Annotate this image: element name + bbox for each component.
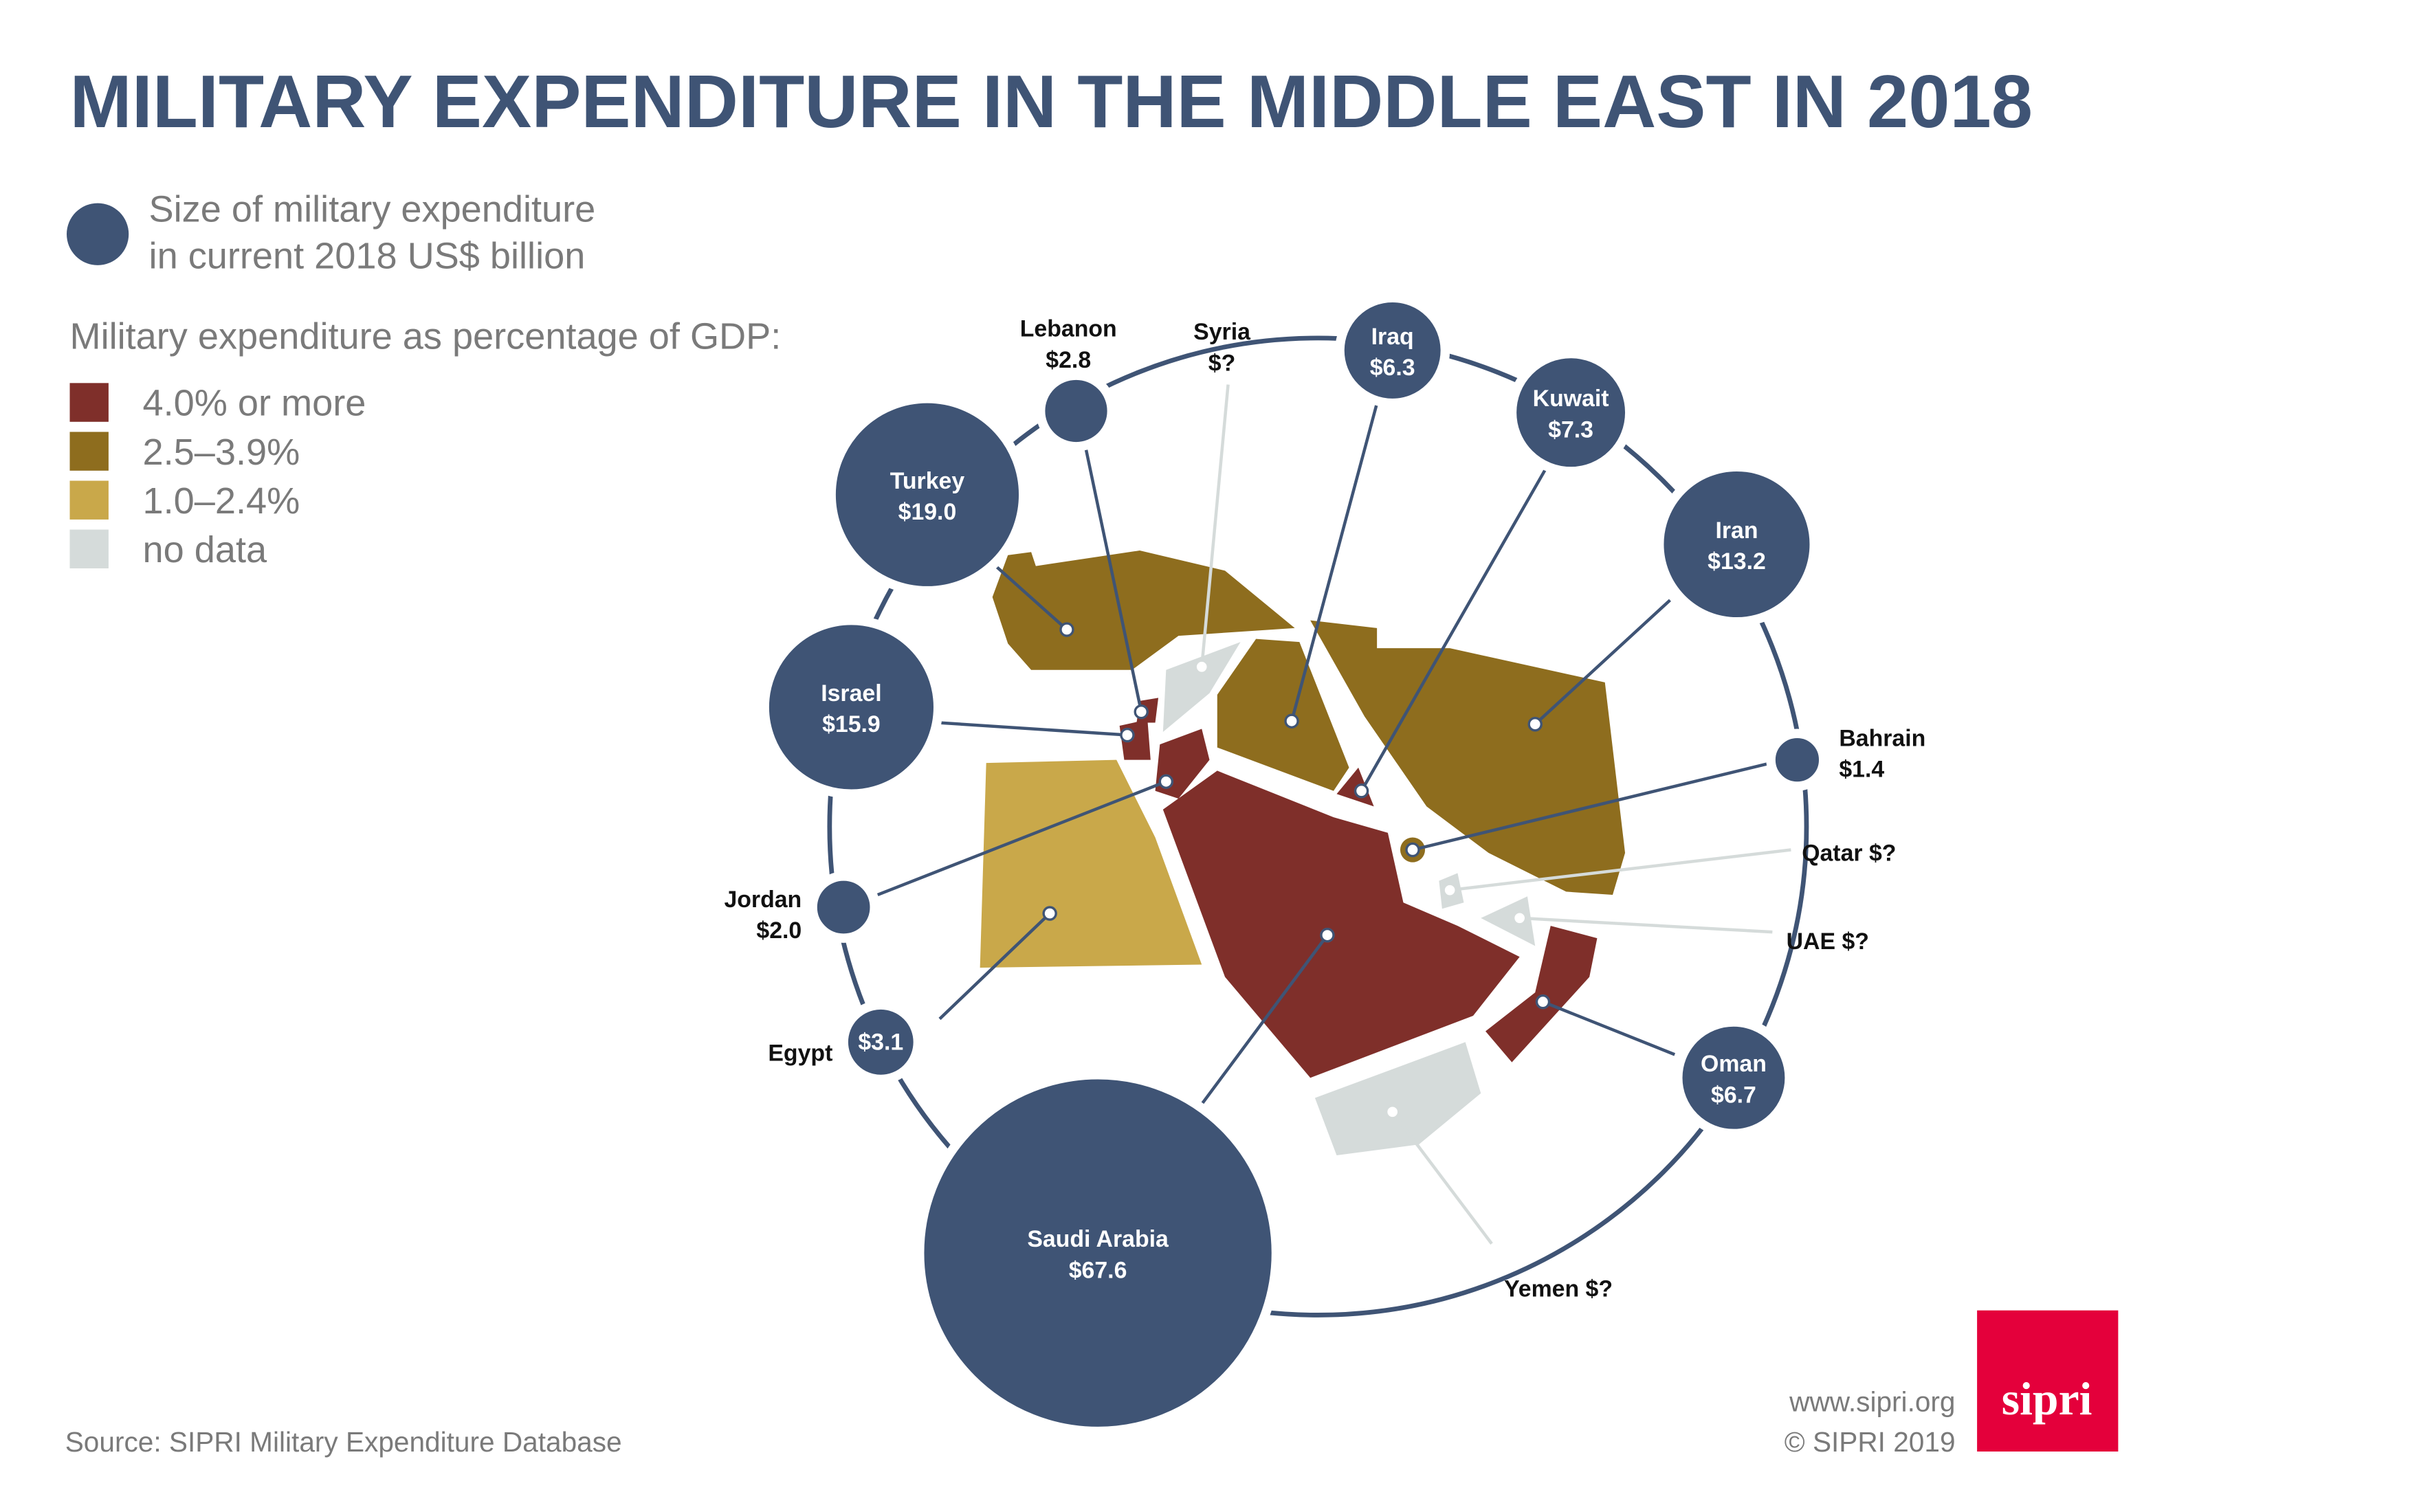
bubble-lebanon	[1035, 370, 1117, 452]
map-point-turkey	[1059, 622, 1074, 637]
label-israel: Israel	[821, 680, 881, 707]
svg-text:sipri: sipri	[2002, 1373, 2092, 1425]
label-iran: Iran	[1715, 518, 1758, 544]
map-point-iraq	[1284, 713, 1299, 729]
legend-swatch	[69, 480, 109, 520]
page-title: MILITARY EXPENDITURE IN THE MIDDLE EAST …	[70, 60, 2033, 143]
map-point-syria	[1194, 659, 1209, 674]
legend-size-line1: Size of military expenditure	[149, 189, 596, 230]
source-note: Source: SIPRI Military Expenditure Datab…	[65, 1426, 622, 1458]
bubble-egypt	[839, 1000, 923, 1085]
value-kuwait: $7.3	[1548, 416, 1593, 443]
value-oman: $6.7	[1711, 1082, 1756, 1108]
website: www.sipri.org	[1789, 1386, 1955, 1417]
value-israel: $15.9	[822, 711, 881, 737]
bubble-saudi-arabia	[914, 1069, 1281, 1436]
map-point-uae	[1512, 911, 1527, 926]
bubble-israel	[760, 615, 943, 799]
map-egypt	[980, 759, 1202, 968]
label-egypt: Egypt	[768, 1040, 832, 1066]
leader-line-syria	[1200, 384, 1230, 667]
map-yemen	[1314, 1042, 1481, 1156]
map-point-kuwait	[1354, 783, 1369, 799]
bubble-bahrain	[1766, 729, 1829, 791]
bubble-oman	[1672, 1017, 1794, 1139]
leader-line-iran	[1534, 599, 1671, 726]
legend-label: no data	[143, 529, 267, 570]
leader-line-iraq	[1290, 403, 1379, 722]
bubble-turkey	[826, 394, 1028, 596]
leader-line-bahrain	[1412, 761, 1771, 852]
map-point-jordan	[1158, 774, 1174, 789]
leader-line-yemen	[1391, 1111, 1493, 1245]
ring	[827, 335, 1809, 1318]
label-bahrain: Bahrain	[1839, 725, 1925, 751]
value-lebanon: $2.8	[1046, 347, 1091, 373]
value-jordan: $2.0	[756, 918, 802, 944]
leader-line-israel	[938, 721, 1128, 737]
leader-line-turkey	[993, 563, 1068, 631]
legend-label: 2.5–3.9%	[143, 432, 300, 473]
value-iraq: $6.3	[1370, 355, 1415, 381]
leader-line-kuwait	[1360, 467, 1547, 792]
value-syria: $?	[1208, 350, 1235, 376]
map-point-lebanon	[1134, 704, 1149, 720]
value-turkey: $19.0	[898, 499, 957, 525]
legend-label: 1.0–2.4%	[143, 480, 300, 522]
map-point-egypt	[1042, 906, 1057, 921]
map-point-israel	[1120, 727, 1135, 743]
map-point-oman	[1535, 994, 1551, 1010]
legend-label: 4.0% or more	[143, 383, 366, 424]
value-iran: $13.2	[1708, 548, 1766, 575]
label-uae: UAE $?	[1787, 929, 1869, 955]
label-turkey: Turkey	[890, 468, 965, 494]
label-iraq: Iraq	[1371, 324, 1414, 350]
label-jordan: Jordan	[724, 887, 802, 913]
leader-line-saudi-arabia	[1200, 934, 1329, 1105]
leader-line-qatar	[1449, 848, 1791, 892]
legend-swatch	[69, 432, 109, 471]
legend-swatch	[69, 529, 109, 568]
label-lebanon: Lebanon	[1020, 316, 1117, 342]
map-turkey	[992, 551, 1295, 670]
sipri-logo: sipri	[1977, 1310, 2119, 1452]
map-point-qatar	[1442, 882, 1457, 898]
bubble-iraq	[1335, 293, 1450, 408]
map-point-yemen	[1384, 1104, 1400, 1120]
bubble-iran	[1654, 462, 1820, 627]
label-saudi-arabia: Saudi Arabia	[1027, 1226, 1169, 1252]
legend-bubble	[66, 203, 129, 265]
label-syria: Syria	[1193, 319, 1251, 345]
map-point-saudi-arabia	[1320, 927, 1335, 943]
bubble-jordan	[808, 871, 880, 943]
legend-swatch	[69, 383, 109, 422]
leader-line-uae	[1519, 916, 1773, 934]
leader-line-oman	[1542, 1000, 1676, 1056]
leader-line-lebanon	[1083, 446, 1143, 713]
legend-size-line2: in current 2018 US$ billion	[149, 235, 586, 276]
value-bahrain: $1.4	[1839, 756, 1884, 782]
label-oman: Oman	[1701, 1051, 1767, 1077]
copyright: © SIPRI 2019	[1785, 1426, 1956, 1458]
label-yemen: Yemen $?	[1504, 1276, 1613, 1302]
map-oman	[1485, 926, 1598, 1063]
map-saudi-arabia	[1162, 770, 1520, 1078]
map-iraq	[1217, 638, 1349, 791]
bubble-kuwait	[1507, 348, 1635, 476]
map	[980, 551, 1626, 1156]
map-point-bahrain	[1405, 842, 1420, 858]
legend-gdp-title: Military expenditure as percentage of GD…	[70, 316, 782, 357]
leader-line-jordan	[876, 780, 1167, 897]
value-egypt: $3.1	[858, 1030, 903, 1056]
map-uae	[1481, 896, 1536, 946]
leader-line-egypt	[938, 912, 1051, 1021]
label-qatar: Qatar $?	[1802, 840, 1896, 866]
map-syria	[1162, 642, 1241, 733]
map-point-iran	[1527, 717, 1543, 732]
value-saudi-arabia: $67.6	[1069, 1257, 1127, 1283]
legend: Size of military expenditure in current …	[66, 189, 782, 570]
label-kuwait: Kuwait	[1533, 386, 1609, 412]
map-iran	[1310, 620, 1626, 895]
